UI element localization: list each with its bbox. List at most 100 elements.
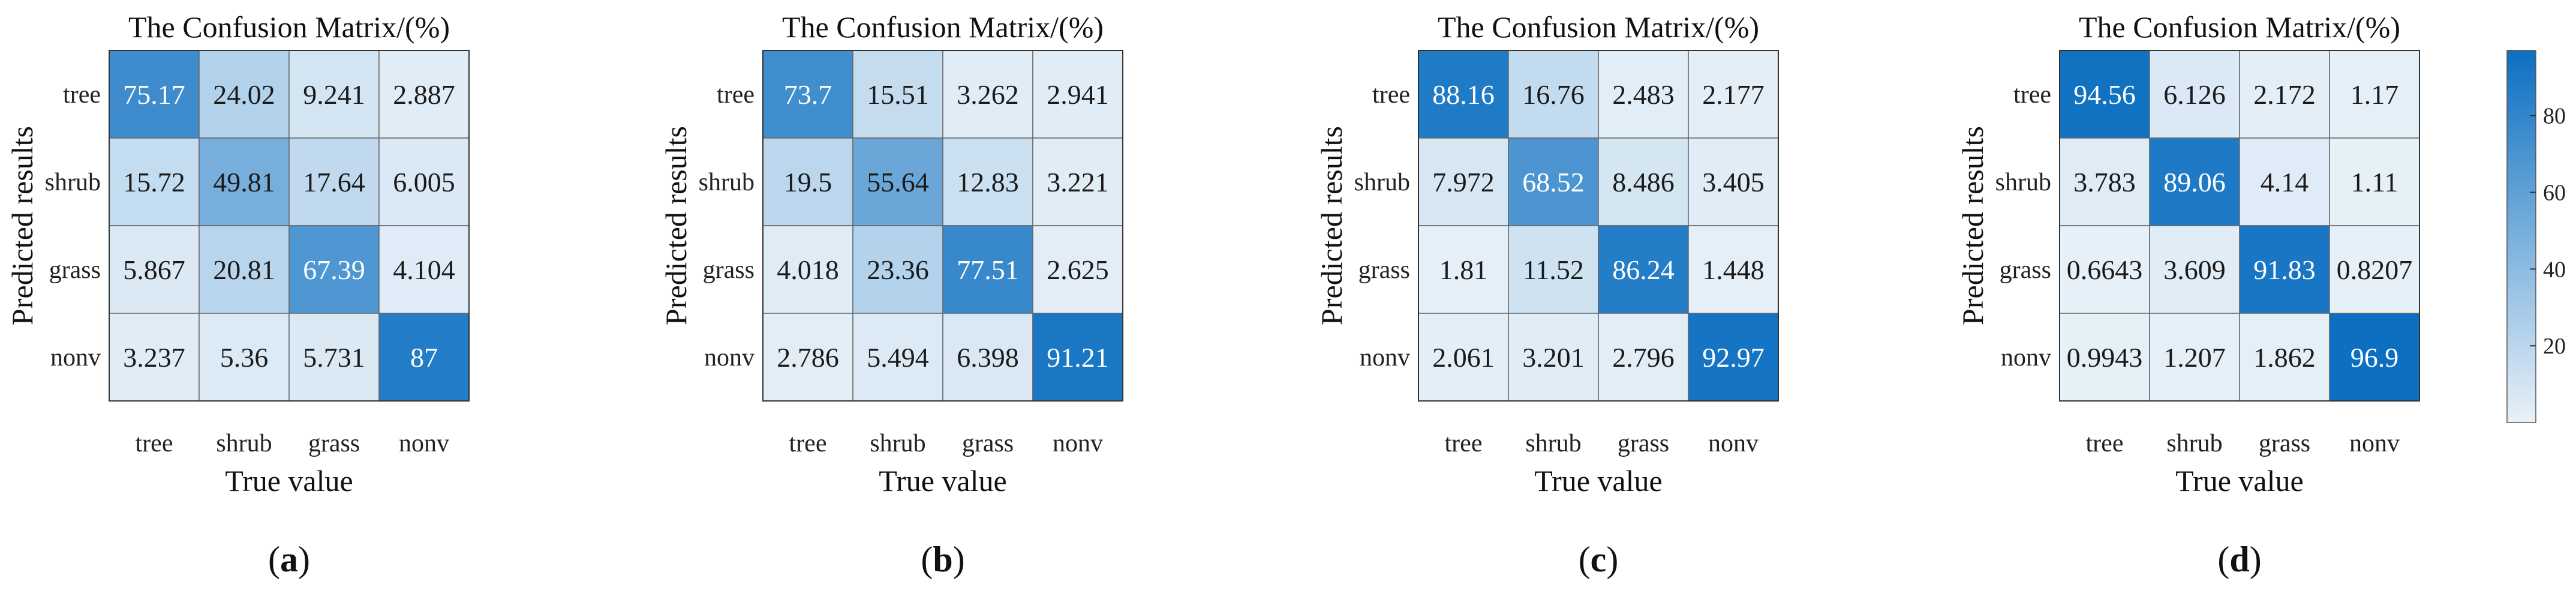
cell-value: 5.731 bbox=[303, 342, 365, 373]
heatmap-cell bbox=[2059, 137, 2150, 226]
x-tick-label: grass bbox=[308, 430, 360, 457]
cell-value: 23.36 bbox=[867, 254, 929, 285]
cell-value: 2.177 bbox=[1702, 79, 1765, 110]
heatmap-cell bbox=[199, 225, 290, 314]
colorbar-tick-label: 40 bbox=[2543, 257, 2566, 282]
x-tick-label: shrub bbox=[216, 430, 272, 457]
heatmap-cell bbox=[852, 225, 943, 314]
y-tick-label: shrub bbox=[699, 169, 755, 196]
heatmap-cell bbox=[1598, 313, 1689, 402]
heatmap-cell bbox=[1032, 137, 1123, 226]
x-tick-label: nonv bbox=[2349, 430, 2400, 457]
cell-value: 68.52 bbox=[1522, 167, 1585, 197]
heatmap-cell bbox=[1032, 225, 1123, 314]
colorbar-tick-label: 60 bbox=[2543, 180, 2566, 205]
cell-value: 1.11 bbox=[2351, 167, 2398, 197]
cell-value: 3.262 bbox=[957, 79, 1019, 110]
cell-value: 19.5 bbox=[784, 167, 832, 197]
heatmap-cell bbox=[2149, 225, 2240, 314]
y-tick-label: grass bbox=[49, 256, 101, 284]
cell-value: 91.83 bbox=[2253, 254, 2316, 285]
heatmap-cell bbox=[1688, 225, 1779, 314]
heatmap-cell bbox=[199, 137, 290, 226]
y-tick-label: nonv bbox=[2001, 344, 2051, 372]
cell-value: 11.52 bbox=[1523, 254, 1584, 285]
cell-value: 2.625 bbox=[1047, 254, 1109, 285]
cell-value: 94.56 bbox=[2073, 79, 2136, 110]
matrix-frame bbox=[762, 50, 1123, 402]
cell-value: 2.941 bbox=[1047, 79, 1109, 110]
y-tick-label: shrub bbox=[1354, 169, 1410, 196]
heatmap-cell bbox=[942, 225, 1033, 314]
heatmap-cell bbox=[1508, 225, 1599, 314]
cell-value: 15.72 bbox=[123, 167, 185, 197]
chart-title: The Confusion Matrix/(%) bbox=[128, 10, 450, 44]
heatmap-cell bbox=[199, 313, 290, 402]
cell-value: 15.51 bbox=[867, 79, 929, 110]
cell-value: 91.21 bbox=[1047, 342, 1109, 373]
heatmap-cell bbox=[288, 313, 380, 402]
y-tick-label: tree bbox=[63, 81, 101, 109]
cell-value: 9.241 bbox=[303, 79, 365, 110]
heatmap-cell bbox=[1418, 50, 1509, 139]
chart-title: The Confusion Matrix/(%) bbox=[1438, 10, 1759, 44]
cell-value: 87 bbox=[410, 342, 438, 373]
cell-value: 5.36 bbox=[220, 342, 269, 373]
cell-value: 16.76 bbox=[1522, 79, 1585, 110]
heatmap-cell bbox=[2149, 137, 2240, 226]
heatmap-cell bbox=[109, 50, 200, 139]
panel-label: (d) bbox=[2217, 540, 2261, 579]
x-tick-label: tree bbox=[2086, 430, 2124, 457]
y-axis-label: Predicted results bbox=[5, 126, 39, 325]
x-tick-label: shrub bbox=[2166, 430, 2222, 457]
x-tick-label: grass bbox=[2259, 430, 2310, 457]
heatmap-cell bbox=[852, 137, 943, 226]
x-axis-label: True value bbox=[879, 464, 1006, 498]
cell-value: 4.14 bbox=[2261, 167, 2309, 197]
cell-value: 92.97 bbox=[1702, 342, 1765, 373]
heatmap-cell bbox=[852, 313, 943, 402]
cell-value: 24.02 bbox=[213, 79, 275, 110]
cell-value: 1.448 bbox=[1702, 254, 1765, 285]
y-axis-label: Predicted results bbox=[1315, 126, 1348, 325]
matrix-frame bbox=[1418, 50, 1779, 402]
cell-value: 1.81 bbox=[1439, 254, 1488, 285]
y-axis-label: Predicted results bbox=[1956, 126, 1989, 325]
x-tick-label: shrub bbox=[870, 430, 925, 457]
heatmap-cell bbox=[2059, 313, 2150, 402]
cell-value: 96.9 bbox=[2350, 342, 2399, 373]
cell-value: 2.061 bbox=[1432, 342, 1495, 373]
y-tick-label: grass bbox=[703, 256, 755, 284]
x-axis-label: True value bbox=[1534, 464, 1662, 498]
cell-value: 1.207 bbox=[2163, 342, 2226, 373]
cell-value: 6.398 bbox=[957, 342, 1019, 373]
x-tick-label: grass bbox=[1618, 430, 1669, 457]
heatmap-cell bbox=[2149, 313, 2240, 402]
cell-value: 1.862 bbox=[2253, 342, 2316, 373]
y-tick-label: grass bbox=[1358, 256, 1410, 284]
cell-value: 89.06 bbox=[2163, 167, 2226, 197]
heatmap-cell bbox=[199, 50, 290, 139]
colorbar bbox=[2506, 50, 2536, 423]
matrix-frame bbox=[2059, 50, 2420, 402]
x-tick-label: nonv bbox=[1708, 430, 1759, 457]
y-axis-label: Predicted results bbox=[659, 126, 693, 325]
cell-value: 3.783 bbox=[2073, 167, 2136, 197]
heatmap-cell bbox=[378, 50, 470, 139]
cell-value: 2.483 bbox=[1612, 79, 1675, 110]
cell-value: 49.81 bbox=[213, 167, 275, 197]
panel-label: (c) bbox=[1579, 540, 1619, 579]
colorbar-tick-label: 80 bbox=[2543, 104, 2566, 129]
heatmap-cell bbox=[378, 225, 470, 314]
cell-value: 86.24 bbox=[1612, 254, 1675, 285]
cell-value: 55.64 bbox=[867, 167, 929, 197]
heatmap-cell bbox=[109, 137, 200, 226]
x-tick-label: shrub bbox=[1525, 430, 1581, 457]
heatmap-cell bbox=[852, 50, 943, 139]
heatmap-cell bbox=[1418, 225, 1509, 314]
cell-value: 0.9943 bbox=[2067, 342, 2143, 373]
cell-value: 5.867 bbox=[123, 254, 185, 285]
panel-label: (a) bbox=[268, 540, 310, 579]
cell-value: 20.81 bbox=[213, 254, 275, 285]
cell-value: 3.609 bbox=[2163, 254, 2226, 285]
